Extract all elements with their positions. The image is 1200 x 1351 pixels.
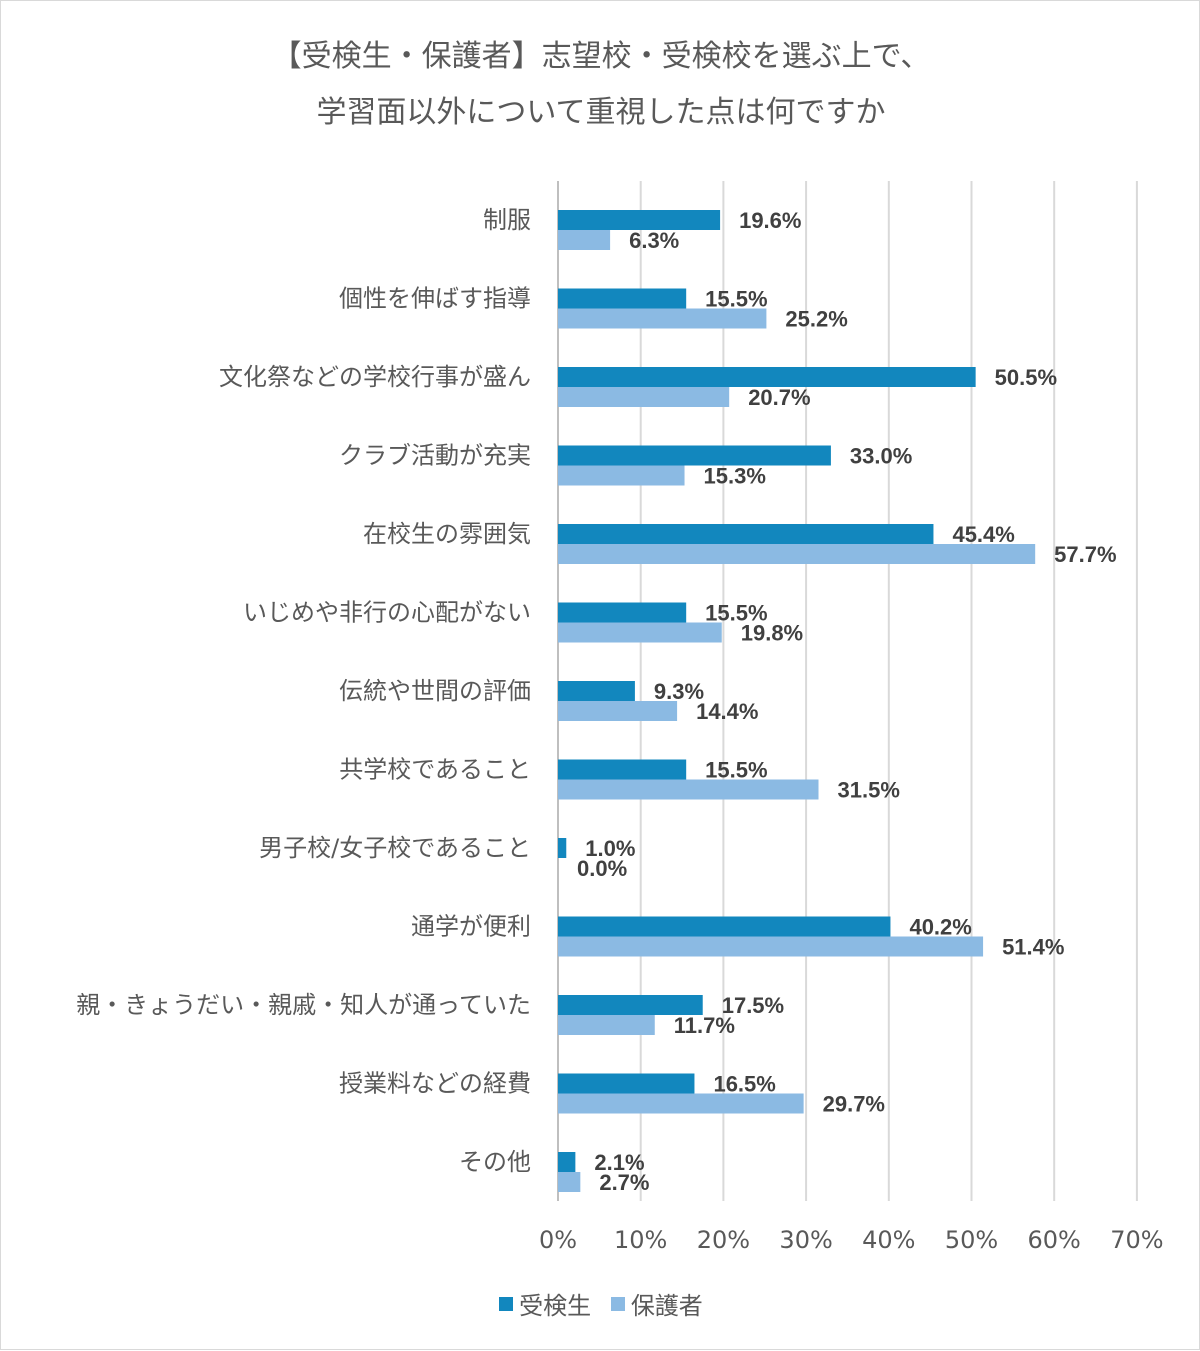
data-label-series-1-5: 15.5% <box>705 601 767 626</box>
category-label-3: クラブ活動が充実 <box>339 442 531 470</box>
bar-series-1-1 <box>558 288 687 309</box>
data-label-series-1-6: 9.3% <box>654 679 704 704</box>
data-label-series-1-10: 17.5% <box>722 993 784 1018</box>
data-label-series-2-12: 2.7% <box>599 1170 649 1195</box>
bar-series-2-4 <box>558 544 1036 564</box>
bar-series-2-12 <box>558 1172 581 1192</box>
bar-series-1-10 <box>558 995 703 1015</box>
data-label-series-2-5: 19.8% <box>741 621 803 646</box>
bar-series-1-2 <box>558 367 976 387</box>
data-labels: 19.6% 6.3% 15.5% 25.2% 50.5% 20.7% 33.0% 15.3% 4… <box>577 208 1117 1195</box>
data-label-series-2-1: 25.2% <box>785 307 847 332</box>
data-label-series-1-4: 45.4% <box>952 522 1014 547</box>
data-label-series-2-2: 20.7% <box>748 385 810 410</box>
data-label-series-1-8: 1.0% <box>585 836 635 861</box>
bar-series-1-6 <box>558 681 635 701</box>
bar-series-2-6 <box>558 701 678 721</box>
category-label-9: 通学が便利 <box>411 913 531 941</box>
bar-series-2-7 <box>558 779 819 800</box>
data-label-series-1-3: 33.0% <box>850 444 912 469</box>
x-tick-label-10: 10% <box>614 1226 667 1254</box>
bar-series-2-5 <box>558 622 722 643</box>
data-label-series-2-0: 6.3% <box>629 228 679 253</box>
category-label-7: 共学校であること <box>339 756 531 784</box>
chart-title: 【受検生・保護者】志望校・受検校を選ぶ上で、 学習面以外について重視した点は何で… <box>1 29 1200 141</box>
data-label-series-2-10: 11.7% <box>674 1013 735 1038</box>
category-label-11: 授業料などの経費 <box>339 1070 531 1098</box>
category-label-10: 親・きょうだい・親戚・知人が通っていた <box>76 991 531 1019</box>
bar-series-1-5 <box>558 602 687 623</box>
bar-series-2-9 <box>558 936 984 957</box>
gridlines <box>557 181 1138 1201</box>
bar-series-1-8 <box>558 838 567 858</box>
data-label-series-2-6: 14.4% <box>696 699 758 724</box>
data-label-series-2-7: 31.5% <box>838 778 900 803</box>
x-tick-label-70: 70% <box>1110 1226 1163 1254</box>
category-labels: 制服個性を伸ばす指導文化祭などの学校行事が盛んクラブ活動が充実在校生の雰囲気いじ… <box>76 206 531 1176</box>
category-label-12: その他 <box>459 1148 531 1176</box>
data-label-series-1-7: 15.5% <box>705 758 767 783</box>
bar-series-1-7 <box>558 759 687 780</box>
legend-label-series-2: 保護者 <box>630 1292 703 1320</box>
data-label-series-1-11: 16.5% <box>713 1072 775 1097</box>
bar-series-1-9 <box>558 916 891 937</box>
category-label-2: 文化祭などの学校行事が盛ん <box>219 363 531 391</box>
category-label-4: 在校生の雰囲気 <box>363 520 531 548</box>
data-label-series-1-1: 15.5% <box>705 287 767 312</box>
bar-series-2-0 <box>558 230 611 250</box>
category-label-6: 伝統や世間の評価 <box>339 677 531 705</box>
legend-label-series-1: 受検生 <box>519 1292 592 1320</box>
bar-series-2-11 <box>558 1093 804 1114</box>
bar-series-2-1 <box>558 308 767 329</box>
legend-item-series-2: 保護者 <box>610 1286 703 1321</box>
chart-title-line-1: 【受検生・保護者】志望校・受検校を選ぶ上で、 <box>271 39 931 74</box>
bar-series-1-4 <box>558 524 934 544</box>
category-label-1: 個性を伸ばす指導 <box>339 285 531 313</box>
data-label-series-1-9: 40.2% <box>909 915 971 940</box>
bar-series-2-10 <box>558 1015 655 1035</box>
chart-title-line-2: 学習面以外について重視した点は何ですか <box>316 95 886 130</box>
data-label-series-2-4: 57.7% <box>1054 542 1116 567</box>
data-label-series-2-3: 15.3% <box>704 464 766 489</box>
bars <box>558 210 1036 1192</box>
bar-series-2-3 <box>558 465 685 486</box>
data-label-series-1-12: 2.1% <box>594 1150 644 1175</box>
legend: 受検生 保護者 <box>1 1286 1200 1321</box>
x-tick-label-30: 30% <box>779 1226 832 1254</box>
category-label-0: 制服 <box>483 206 531 234</box>
data-label-series-1-2: 50.5% <box>995 365 1057 390</box>
bar-series-1-0 <box>558 210 721 230</box>
data-label-series-2-11: 29.7% <box>823 1092 885 1117</box>
category-label-5: いじめや非行の心配がない <box>243 599 531 627</box>
bar-series-2-2 <box>558 387 730 407</box>
bar-series-1-11 <box>558 1073 695 1094</box>
x-tick-label-60: 60% <box>1028 1226 1081 1254</box>
x-tick-label-20: 20% <box>697 1226 750 1254</box>
legend-swatch-series-1 <box>499 1296 514 1311</box>
x-tick-label-50: 50% <box>945 1226 998 1254</box>
x-tick-label-40: 40% <box>862 1226 915 1254</box>
legend-item-series-1: 受検生 <box>499 1286 591 1321</box>
bar-series-1-12 <box>558 1152 576 1172</box>
bar-series-1-3 <box>558 445 831 466</box>
data-label-series-1-0: 19.6% <box>739 208 801 233</box>
x-tick-label-0: 0% <box>539 1226 577 1254</box>
x-tick-labels: 0% 10% 20% 30% 40% 50% 60% 70% <box>539 1226 1164 1254</box>
category-label-8: 男子校/女子校であること <box>259 834 531 862</box>
legend-swatch-series-2 <box>610 1296 625 1311</box>
data-label-series-2-8: 0.0% <box>577 856 627 881</box>
data-label-series-2-9: 51.4% <box>1002 935 1064 960</box>
